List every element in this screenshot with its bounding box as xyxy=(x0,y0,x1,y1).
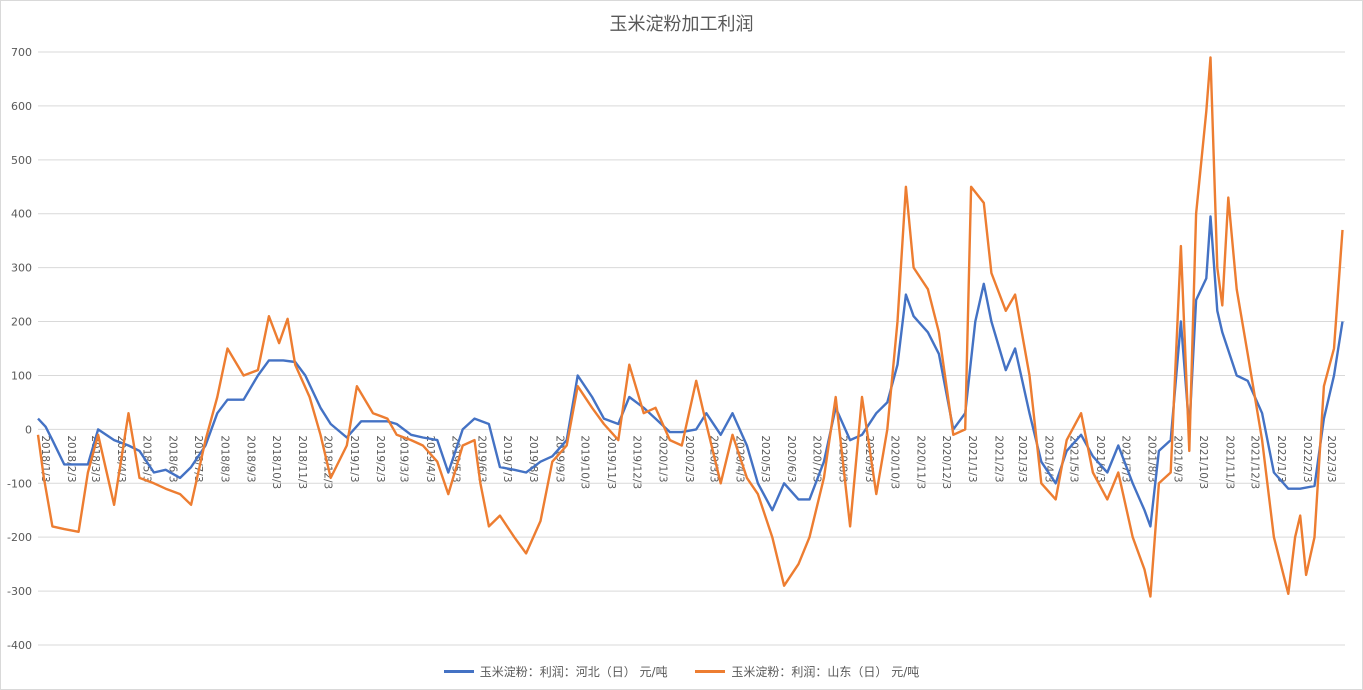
series-line-0 xyxy=(37,215,1344,528)
x-tick-label-4: 2018/5/3 xyxy=(141,435,153,482)
x-tick-label-21: 2019/10/3 xyxy=(579,435,591,489)
x-tick-label-16: 2019/5/3 xyxy=(449,435,461,482)
x-tick-label-13: 2019/2/3 xyxy=(374,435,386,482)
y-tick-label-3: 400 xyxy=(11,208,32,221)
y-tick-label-9: -200 xyxy=(7,531,32,544)
y-tick-label-5: 200 xyxy=(11,316,32,329)
x-tick-label-19: 2019/8/3 xyxy=(527,435,539,482)
x-tick-label-28: 2020/5/3 xyxy=(759,435,771,482)
y-axis-ticks: 700 600 500 400 300 200 100 0 -100 -200 -300 -400 xyxy=(7,46,32,652)
x-tick-label-50: 2022/3/3 xyxy=(1325,435,1337,482)
x-tick-label-30: 2020/7/3 xyxy=(811,435,823,482)
legend-item-hebei: 玉米淀粉：利润：河北（日） 元/吨 xyxy=(443,663,668,680)
x-tick-label-6: 2018/7/3 xyxy=(192,435,204,482)
x-tick-label-12: 2019/1/3 xyxy=(348,435,360,482)
x-tick-label-22: 2019/11/3 xyxy=(605,435,617,489)
x-axis-ticks: 2018/1/3 2018/2/3 2018/3/3 2018/4/3 2018/5/3… xyxy=(39,435,1337,489)
x-tick-label-20: 2019/9/3 xyxy=(553,435,565,482)
x-tick-label-47: 2021/12/3 xyxy=(1249,435,1261,489)
x-tick-label-26: 2020/3/3 xyxy=(707,435,719,482)
x-tick-label-14: 2019/3/3 xyxy=(398,435,410,482)
y-tick-label-6: 100 xyxy=(11,369,32,382)
x-tick-label-35: 2020/12/3 xyxy=(940,435,952,489)
legend-item-shandong: 玉米淀粉：利润：山东（日） 元/吨 xyxy=(695,663,919,680)
legend-swatch-hebei xyxy=(443,670,474,673)
x-tick-label-49: 2022/2/3 xyxy=(1301,435,1313,482)
y-tick-label-11: -400 xyxy=(7,639,32,652)
x-tick-label-33: 2020/10/3 xyxy=(888,435,900,489)
y-tick-label-8: -100 xyxy=(7,477,32,490)
x-tick-label-10: 2018/11/3 xyxy=(296,435,308,489)
x-tick-label-23: 2019/12/3 xyxy=(630,435,642,489)
y-tick-label-2: 500 xyxy=(11,154,32,167)
x-tick-label-34: 2020/11/3 xyxy=(915,435,927,489)
x-tick-label-18: 2019/7/3 xyxy=(501,435,513,482)
series-line-1 xyxy=(36,56,1344,598)
grid-lines xyxy=(38,51,1345,646)
x-tick-label-48: 2022/1/3 xyxy=(1275,435,1287,482)
legend-label-shandong: 玉米淀粉：利润：山东（日） 元/吨 xyxy=(731,665,920,679)
x-tick-label-29: 2020/6/3 xyxy=(785,435,797,482)
x-tick-label-36: 2021/1/3 xyxy=(966,435,978,482)
x-tick-label-44: 2021/9/3 xyxy=(1172,435,1184,482)
legend-label-hebei: 玉米淀粉：利润：河北（日） 元/吨 xyxy=(479,665,668,679)
x-tick-label-46: 2021/11/3 xyxy=(1223,435,1235,489)
y-tick-label-10: -300 xyxy=(7,585,32,598)
x-tick-label-38: 2021/3/3 xyxy=(1016,435,1028,482)
chart-title: 玉米淀粉加工利润 xyxy=(609,14,754,35)
x-tick-label-45: 2021/10/3 xyxy=(1197,435,1209,489)
x-tick-label-9: 2018/10/3 xyxy=(270,435,282,489)
x-tick-label-1: 2018/2/3 xyxy=(65,435,77,482)
x-tick-label-8: 2018/9/3 xyxy=(245,435,257,482)
x-tick-label-24: 2020/1/3 xyxy=(657,435,669,482)
legend-swatch-shandong xyxy=(695,670,726,673)
y-tick-label-0: 700 xyxy=(11,46,32,59)
x-tick-label-43: 2021/8/3 xyxy=(1146,435,1158,482)
x-tick-label-39: 2021/4/3 xyxy=(1042,435,1054,482)
y-tick-label-1: 600 xyxy=(11,100,32,113)
legend: 玉米淀粉：利润：河北（日） 元/吨 玉米淀粉：利润：山东（日） 元/吨 xyxy=(0,662,1363,680)
y-tick-label-4: 300 xyxy=(11,262,32,275)
series-lines xyxy=(36,56,1344,598)
x-tick-label-41: 2021/6/3 xyxy=(1094,435,1106,482)
x-tick-label-25: 2020/2/3 xyxy=(683,435,695,482)
x-tick-label-7: 2018/8/3 xyxy=(218,435,230,482)
x-tick-label-37: 2021/2/3 xyxy=(992,435,1004,482)
y-tick-label-7: 0 xyxy=(25,423,32,436)
x-tick-label-15: 2019/4/3 xyxy=(424,435,436,482)
